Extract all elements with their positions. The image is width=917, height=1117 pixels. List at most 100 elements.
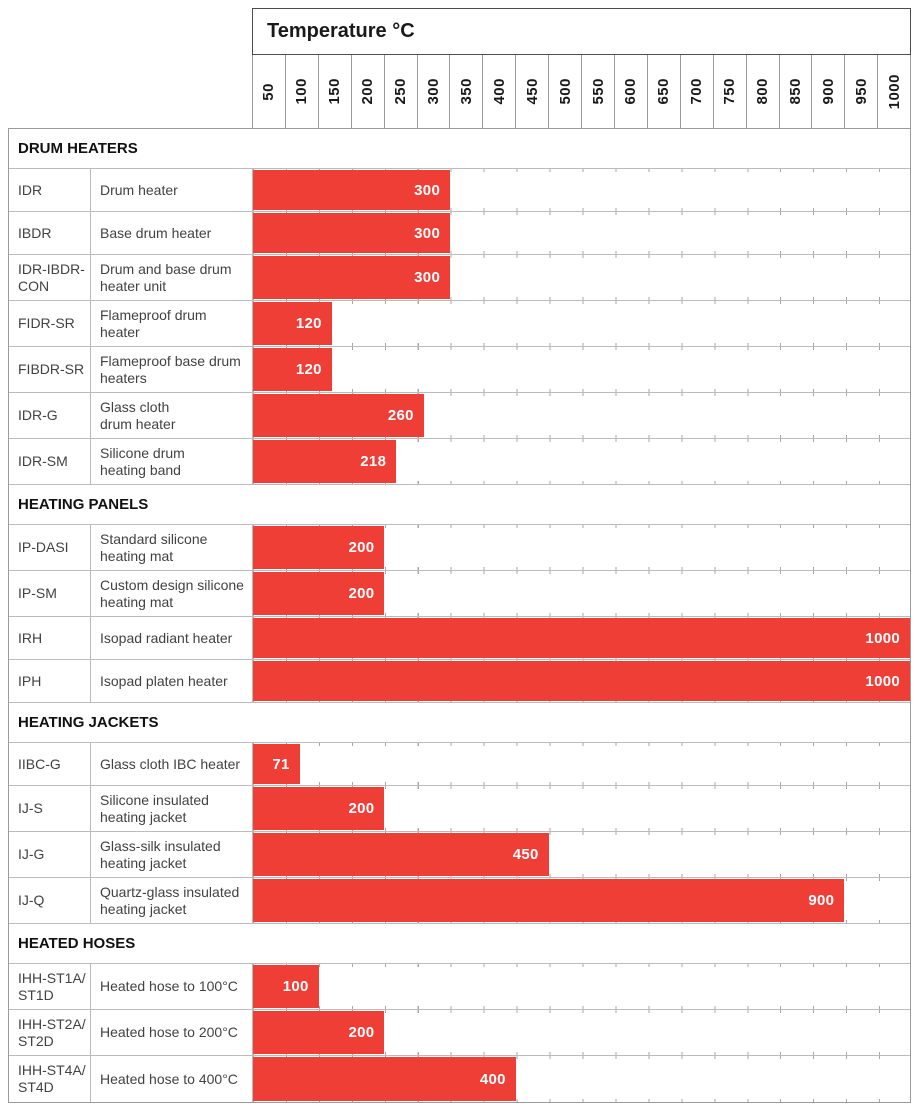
bar-value-label: 200	[348, 539, 375, 556]
bar-value-label: 120	[295, 361, 322, 378]
product-code: IHH-ST4A/ ST4D	[18, 1062, 86, 1095]
product-row: IPH Isopad platen heater 1000	[9, 660, 910, 703]
section-header: DRUM HEATERS	[9, 129, 910, 169]
bar-value-label: 300	[414, 181, 441, 199]
product-description: Custom design silicone heating mat	[100, 576, 244, 610]
product-code-cell: IP-SM	[9, 571, 91, 616]
temperature-axis: 50 100 150 200 250 300 350 400 450 500 550 600 650 70…	[252, 55, 911, 128]
axis-tick-column: 150	[319, 55, 352, 128]
bar-value-label: 900	[808, 892, 835, 909]
temperature-bar: 100	[253, 965, 319, 1008]
temperature-bar-cell: 218	[253, 439, 910, 484]
axis-tick-column: 100	[286, 55, 319, 128]
section-header: HEATING PANELS	[9, 485, 910, 525]
product-row: IJ-G Glass-silk insulated heating jacket…	[9, 832, 910, 878]
axis-tick-label: 800	[754, 78, 772, 105]
axis-tick-column: 550	[582, 55, 615, 128]
product-row: IHH-ST4A/ ST4D Heated hose to 400°C 400	[9, 1056, 910, 1102]
product-code: FIDR-SR	[18, 315, 75, 332]
product-description: Glass cloth drum heater	[100, 398, 176, 432]
axis-tick-column: 1000	[878, 55, 910, 128]
product-description: Isopad platen heater	[100, 672, 228, 689]
product-code-cell: IIBC-G	[9, 743, 91, 785]
product-code-cell: FIDR-SR	[9, 301, 91, 346]
bar-value-label: 300	[414, 269, 441, 286]
axis-tick-label: 450	[523, 78, 541, 105]
temperature-bar: 200	[253, 572, 385, 615]
section-header-label: HEATING PANELS	[18, 496, 149, 513]
product-code-cell: IJ-G	[9, 832, 91, 877]
temperature-bar: 1000	[253, 618, 910, 658]
temperature-bar-cell: 120	[253, 301, 910, 346]
product-description-cell: Heated hose to 100°C	[91, 964, 253, 1009]
chart-title-box: Temperature °C	[252, 8, 911, 55]
product-description-cell: Silicone drum heating band	[91, 439, 253, 484]
product-description: Drum heater	[100, 181, 178, 198]
product-row: IDR-G Glass cloth drum heater 260	[9, 393, 910, 439]
product-description-cell: Isopad radiant heater	[91, 617, 253, 659]
bar-value-label: 218	[360, 453, 387, 470]
product-description-cell: Drum and base drum heater unit	[91, 255, 253, 300]
product-code: IJ-Q	[18, 892, 45, 909]
product-code: IP-SM	[18, 585, 57, 602]
product-description: Drum and base drum heater unit	[100, 260, 232, 294]
product-row: IP-DASI Standard silicone heating mat 20…	[9, 525, 910, 571]
temperature-bar-cell: 71	[253, 743, 910, 785]
product-description: Flameproof drum heater	[100, 306, 207, 340]
temperature-bar: 71	[253, 744, 300, 784]
product-description: Glass-silk insulated heating jacket	[100, 837, 221, 871]
axis-tick-column: 650	[648, 55, 681, 128]
section-header: HEATING JACKETS	[9, 703, 910, 743]
axis-tick-label: 550	[589, 78, 607, 105]
product-row: IHH-ST2A/ ST2D Heated hose to 200°C 200	[9, 1010, 910, 1056]
temperature-bar-cell: 300	[253, 255, 910, 300]
axis-tick-label: 300	[424, 78, 442, 105]
temperature-bar: 300	[253, 256, 451, 299]
temperature-bar-cell: 450	[253, 832, 910, 877]
temperature-bar: 900	[253, 879, 845, 922]
axis-tick-column: 900	[812, 55, 846, 128]
axis-tick-column: 200	[352, 55, 385, 128]
product-code: IDR-SM	[18, 453, 68, 470]
axis-tick-label: 500	[556, 78, 574, 105]
product-code-cell: IHH-ST4A/ ST4D	[9, 1056, 91, 1102]
product-code-cell: IHH-ST1A/ ST1D	[9, 964, 91, 1009]
product-code: IHH-ST2A/ ST2D	[18, 1015, 86, 1049]
product-description-cell: Flameproof base drum heaters	[91, 347, 253, 392]
product-description-cell: Quartz-glass insulated heating jacket	[91, 878, 253, 923]
product-description: Flameproof base drum heaters	[100, 352, 241, 386]
product-description-cell: Drum heater	[91, 169, 253, 211]
temperature-bar: 450	[253, 833, 549, 876]
temperature-bar: 120	[253, 348, 332, 391]
section-header-label: HEATED HOSES	[18, 935, 136, 952]
product-code-cell: IJ-Q	[9, 878, 91, 923]
axis-tick-column: 600	[615, 55, 648, 128]
product-code: IP-DASI	[18, 539, 69, 556]
temperature-bar-cell: 1000	[253, 617, 910, 659]
temperature-bar-cell: 200	[253, 1010, 910, 1055]
bar-value-label: 120	[295, 315, 322, 332]
axis-tick-column: 450	[516, 55, 550, 128]
bar-value-label: 100	[282, 978, 309, 995]
product-code: IDR-IBDR- CON	[18, 260, 85, 294]
axis-tick-label: 900	[819, 78, 837, 105]
temperature-bar: 400	[253, 1057, 516, 1101]
product-code-cell: FIBDR-SR	[9, 347, 91, 392]
axis-tick-column: 500	[549, 55, 583, 128]
product-description-cell: Glass cloth IBC heater	[91, 743, 253, 785]
product-code-cell: IDR-SM	[9, 439, 91, 484]
temperature-bar-cell: 200	[253, 571, 910, 616]
axis-tick-label: 250	[392, 78, 410, 105]
product-description-cell: Standard silicone heating mat	[91, 525, 253, 570]
bar-value-label: 1000	[865, 672, 900, 690]
product-description-cell: Glass cloth drum heater	[91, 393, 253, 438]
product-code: FIBDR-SR	[18, 361, 85, 378]
product-description-cell: Base drum heater	[91, 212, 253, 254]
product-description: Standard silicone heating mat	[100, 530, 208, 564]
axis-tick-label: 350	[457, 78, 475, 105]
product-code: IDR	[18, 181, 43, 198]
axis-tick-label: 650	[655, 78, 673, 105]
temperature-bar: 200	[253, 787, 385, 830]
section-header: HEATED HOSES	[9, 924, 910, 964]
product-description: Glass cloth IBC heater	[100, 755, 241, 772]
